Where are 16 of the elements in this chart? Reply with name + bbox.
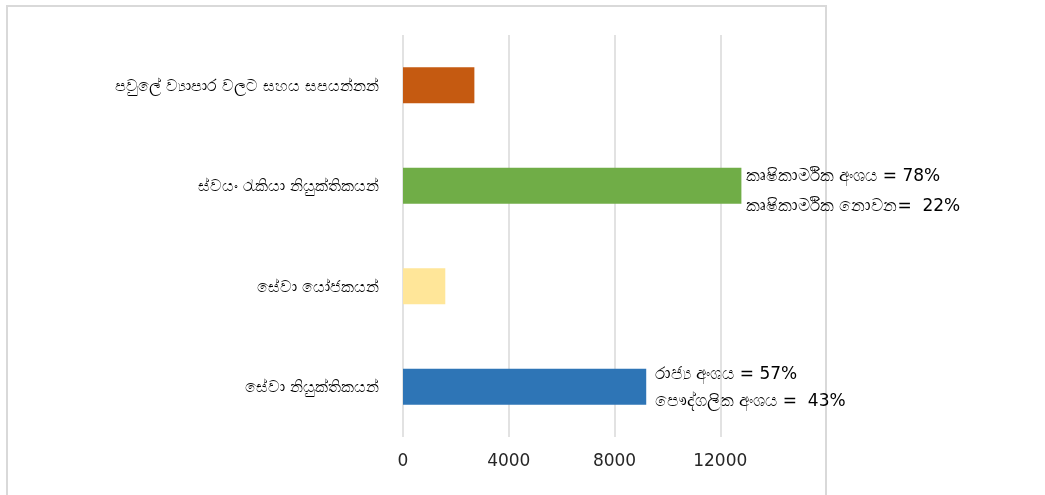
- y-tick-label: සේවා යෝජකයන්: [256, 276, 379, 296]
- bar: [403, 167, 742, 204]
- bar: [403, 268, 446, 305]
- x-tick-label: 12000: [693, 449, 748, 470]
- annotation: රාජ්‍ය අංශය = 57%: [655, 363, 798, 385]
- bar: [403, 368, 647, 405]
- annotation: පෞද්ගලික අංශය = 43%: [655, 390, 846, 412]
- y-tick-label: සේවා නියුක්තිකයන්: [244, 377, 379, 398]
- x-tick-label: 4000: [487, 449, 531, 470]
- annotation: කෘෂිකාර්මික නොවන= 22%: [746, 195, 961, 215]
- x-tick-label: 0: [397, 449, 409, 470]
- bar: [403, 67, 475, 104]
- y-tick-label: ස්වයං රැකියා නියුක්තිකයන්: [197, 176, 379, 197]
- y-tick-label: පවුලේ ව්‍යාපාර වලට සහය සපයන්නන්: [114, 75, 379, 96]
- x-tick-label: 8000: [592, 449, 637, 470]
- annotation: කෘෂිකාර්මික අංශය = 78%: [746, 165, 941, 187]
